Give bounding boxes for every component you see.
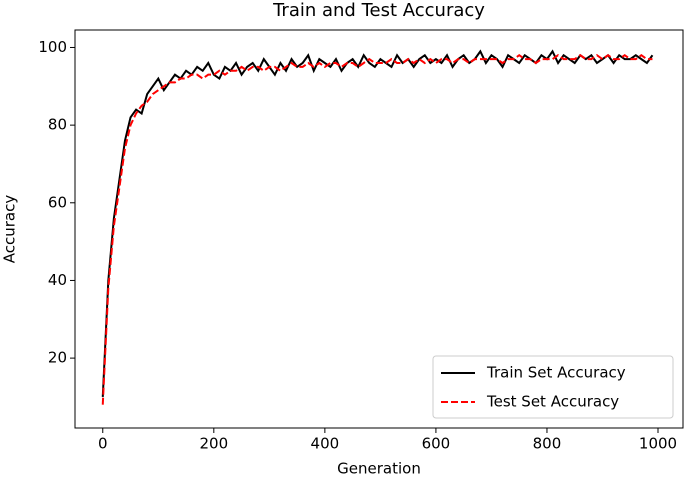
x-tick-label: 800 <box>533 435 562 453</box>
x-tick-label: 600 <box>422 435 451 453</box>
y-tick-label: 40 <box>48 271 67 289</box>
chart-title: Train and Test Accuracy <box>272 0 485 21</box>
x-tick-label: 400 <box>311 435 340 453</box>
y-tick-label: 80 <box>48 116 67 134</box>
x-tick-label: 200 <box>199 435 228 453</box>
series-line <box>101 49 654 397</box>
plot-frame <box>74 29 684 429</box>
x-axis-label: Generation <box>337 460 421 478</box>
y-tick-label: 100 <box>38 38 67 56</box>
y-axis-label: Accuracy <box>1 195 19 264</box>
y-tick-label: 60 <box>48 193 67 211</box>
x-tick-label: 0 <box>98 435 108 453</box>
x-tick-label: 1000 <box>639 435 677 453</box>
series-line <box>101 54 653 405</box>
legend-label: Test Set Accuracy <box>486 393 619 411</box>
legend-box <box>432 355 674 419</box>
y-tick-label: 20 <box>48 349 67 367</box>
legend-label: Train Set Accuracy <box>486 364 626 382</box>
